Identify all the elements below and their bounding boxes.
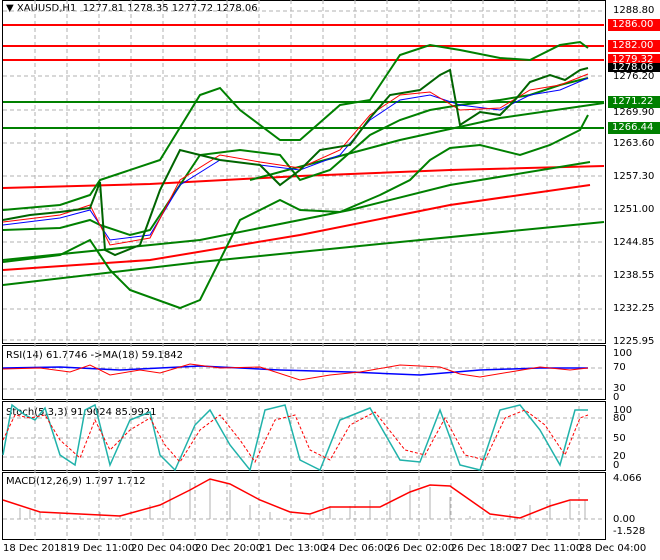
axis-tick: 1238.55 — [613, 270, 655, 281]
axis-tick: 1244.85 — [613, 237, 655, 248]
axis-tick: 1251.00 — [613, 204, 655, 215]
level-tag-support: 1271.22 — [608, 96, 660, 108]
axis-tick: 1276.20 — [613, 71, 655, 82]
macd-tick: -1.528 — [613, 526, 646, 537]
level-tag-resistance: 1286.00 — [608, 19, 660, 31]
rsi-tick: 0 — [613, 392, 620, 403]
rsi-label: RSI(14) 61.7746 ->MA(18) 59.1842 — [6, 350, 183, 361]
time-label: 27 Dec 11:00 — [515, 543, 583, 554]
macd-tick: 0.00 — [613, 514, 636, 525]
ohlc-values: 1277.81 1278.35 1277.72 1278.06 — [82, 3, 258, 14]
time-label: 26 Dec 18:00 — [451, 543, 519, 554]
axis-tick: 1257.30 — [613, 171, 655, 182]
time-label: 20 Dec 04:00 — [131, 543, 199, 554]
time-label: 26 Dec 02:00 — [387, 543, 455, 554]
axis-tick: 1269.90 — [613, 107, 655, 118]
axis-tick: 1225.95 — [613, 336, 655, 347]
stoch-tick: 100 — [613, 405, 633, 416]
time-label: 19 Dec 11:00 — [67, 543, 135, 554]
stoch-label: Stoch(5,3,3) 91.9024 85.9921 — [6, 407, 157, 418]
macd-tick: 4.066 — [613, 473, 642, 484]
time-label: 21 Dec 13:00 — [259, 543, 327, 554]
current-price-tag: 1278.06 — [608, 63, 660, 73]
symbol-label: XAUUSD,H1 — [16, 3, 77, 14]
rsi-tick: 100 — [613, 348, 633, 359]
macd-panel[interactable] — [2, 472, 606, 540]
stoch-tick: 80 — [613, 413, 626, 424]
axis-tick: 1288.80 — [613, 5, 655, 16]
symbol-header: ▼ XAUUSD,H1 1277.81 1278.35 1277.72 1278… — [6, 3, 258, 14]
time-label: 20 Dec 20:00 — [195, 543, 263, 554]
axis-tick: 1232.25 — [613, 303, 655, 314]
level-tag-resistance: 1282.00 — [608, 40, 660, 52]
chart-graphics — [2, 0, 605, 540]
rsi-tick: 30 — [613, 383, 626, 394]
macd-label: MACD(12,26,9) 1.797 1.712 — [6, 476, 146, 487]
time-label: 24 Dec 06:00 — [323, 543, 391, 554]
price-axis: 1288.80 1286.00 1282.00 1279.32 1278.06 … — [607, 0, 660, 560]
axis-tick: 1263.60 — [613, 138, 655, 149]
stoch-tick: 0 — [613, 460, 620, 471]
rsi-tick: 70 — [613, 362, 626, 373]
level-tag-support: 1266.44 — [608, 122, 660, 134]
time-label: 28 Dec 04:00 — [579, 543, 647, 554]
time-label: 18 Dec 2018 — [3, 543, 67, 554]
dropdown-arrow-icon[interactable]: ▼ — [6, 3, 17, 14]
stoch-tick: 20 — [613, 451, 626, 462]
stoch-tick: 50 — [613, 433, 626, 444]
price-panel[interactable] — [2, 0, 606, 344]
